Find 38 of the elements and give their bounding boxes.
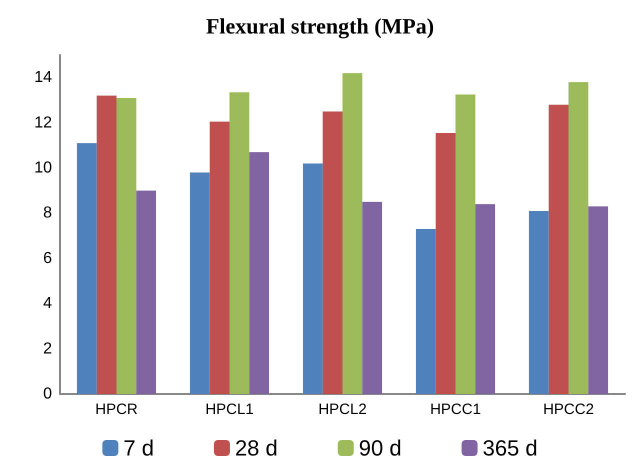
y-tick-label: 0 xyxy=(43,386,52,402)
bar xyxy=(190,172,210,394)
bar xyxy=(116,98,136,394)
legend-label: 28 d xyxy=(234,436,278,460)
y-tick-label: 12 xyxy=(34,114,52,132)
y-tick-label: 10 xyxy=(34,160,52,176)
bar xyxy=(302,163,323,394)
y-tick-label: 6 xyxy=(43,250,52,267)
bar xyxy=(342,73,362,394)
bar xyxy=(362,202,382,394)
y-tick-label: 14 xyxy=(34,69,52,86)
legend-label: 365 d xyxy=(482,436,538,460)
x-tick-label: HPCC1 xyxy=(430,401,481,418)
bar xyxy=(528,210,549,394)
bar xyxy=(588,206,608,394)
x-tick-label: HPCL2 xyxy=(318,401,367,418)
bar xyxy=(456,94,476,394)
bar xyxy=(568,82,588,394)
y-tick-label: 4 xyxy=(43,295,52,312)
y-tick-label: 8 xyxy=(43,204,52,222)
bar xyxy=(210,122,230,394)
bar xyxy=(76,143,97,394)
bar xyxy=(249,152,270,394)
legend-label: 7 d xyxy=(123,436,154,460)
bar xyxy=(136,190,156,394)
bar xyxy=(436,132,456,394)
x-tick-label: HPCR xyxy=(95,401,138,418)
bar xyxy=(96,96,116,394)
bar xyxy=(322,112,342,394)
bar xyxy=(230,92,250,394)
x-tick-label: HPCC2 xyxy=(543,401,594,418)
chart-title: Flexural strength (MPa) xyxy=(206,14,434,38)
bar xyxy=(416,229,436,394)
x-tick-label: HPCL1 xyxy=(205,401,254,418)
legend-label: 90 d xyxy=(358,436,402,460)
bar xyxy=(475,204,496,394)
y-tick-label: 2 xyxy=(43,340,52,358)
bar xyxy=(548,104,568,394)
